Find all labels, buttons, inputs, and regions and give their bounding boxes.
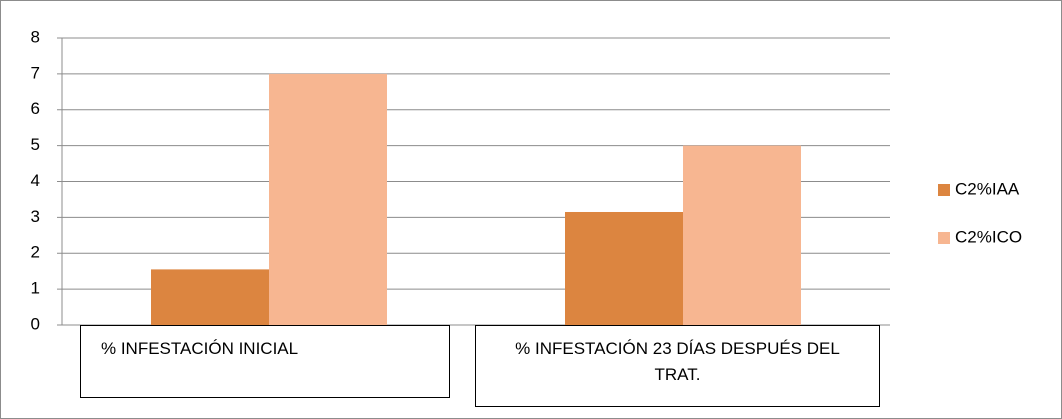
bar (151, 269, 269, 325)
y-tick-label: 8 (31, 27, 40, 46)
x-tick-label: % INFESTACIÓN 23 DÍAS DESPUÉS DEL TRAT. (475, 325, 880, 407)
y-tick-label: 0 (31, 314, 40, 333)
y-tick-label: 4 (31, 171, 40, 190)
bar (565, 211, 683, 325)
legend-label: C2%ICO (955, 227, 1022, 246)
bar (269, 73, 387, 325)
legend-label: C2%IAA (955, 179, 1020, 198)
legend-swatch (938, 184, 950, 196)
y-tick-label: 5 (31, 135, 40, 154)
legend-swatch (938, 232, 950, 244)
y-tick-label: 7 (31, 63, 40, 82)
x-tick-label: % INFESTACIÓN INICIAL (80, 325, 450, 398)
y-tick-label: 2 (31, 243, 40, 262)
y-tick-label: 1 (31, 279, 40, 298)
y-tick-label: 3 (31, 207, 40, 226)
bar (683, 145, 801, 325)
y-tick-label: 6 (31, 99, 40, 118)
